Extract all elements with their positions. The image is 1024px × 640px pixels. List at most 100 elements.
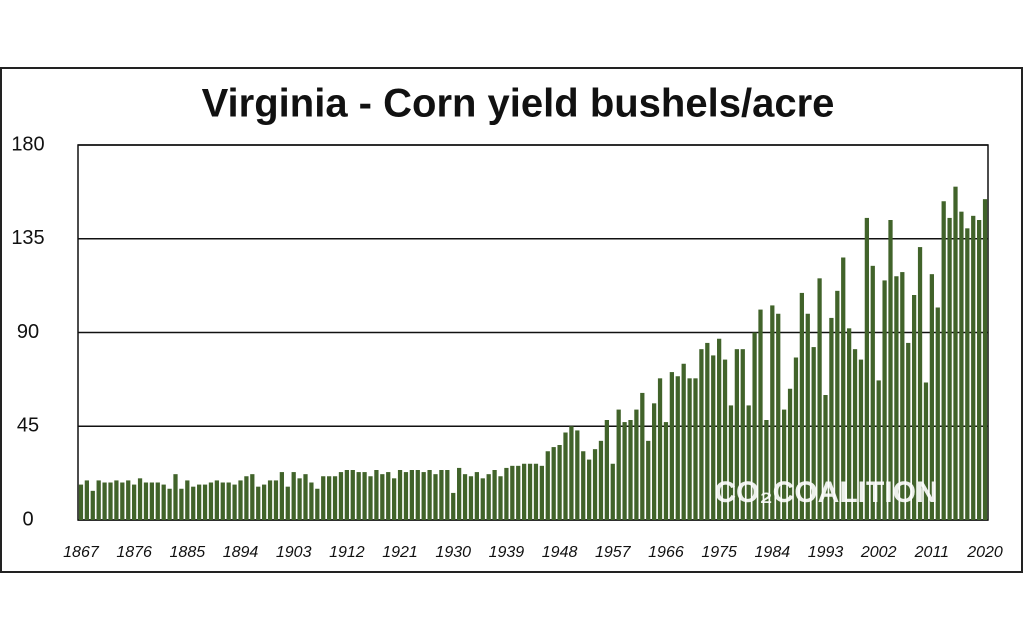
bar: [858, 359, 864, 520]
bar: [173, 474, 178, 520]
bar: [108, 482, 113, 520]
bar: [457, 467, 462, 520]
bar: [929, 274, 934, 520]
bar: [699, 349, 704, 520]
bar: [303, 474, 308, 520]
bar: [652, 403, 657, 520]
bar: [557, 445, 562, 520]
bar: [622, 422, 627, 520]
bar: [912, 295, 917, 520]
bar: [598, 440, 604, 520]
bar: [870, 265, 875, 520]
plot-frame: [77, 144, 989, 521]
bar: [386, 472, 391, 520]
bar: [805, 313, 810, 520]
bar: [657, 378, 663, 520]
x-tick-label: 1957: [595, 544, 632, 561]
bar: [977, 220, 982, 520]
bar: [522, 463, 527, 520]
bar: [403, 472, 409, 520]
bar: [90, 490, 95, 520]
bar: [102, 482, 107, 520]
bar: [480, 478, 485, 520]
bar: [238, 480, 243, 520]
bar: [285, 486, 290, 520]
bar: [291, 472, 296, 520]
bar: [616, 409, 621, 520]
bar: [161, 484, 166, 520]
x-tick-label: 2002: [860, 544, 897, 561]
bar: [137, 478, 143, 520]
watermark: CO₂COALITION: [714, 476, 937, 509]
x-tick-label: 1930: [435, 544, 471, 561]
bar: [510, 465, 515, 520]
bar: [462, 474, 468, 520]
bar: [888, 220, 893, 520]
x-tick-label: 1885: [170, 544, 206, 561]
bar: [279, 472, 284, 520]
x-tick-label: 1921: [382, 544, 418, 561]
bar: [197, 484, 202, 520]
x-tick-label: 2011: [914, 544, 949, 561]
bar: [297, 478, 302, 520]
bar: [982, 199, 988, 520]
x-tick-label: 1876: [116, 544, 152, 561]
bar: [315, 488, 320, 520]
bar: [681, 363, 686, 520]
bar: [693, 378, 698, 520]
bar: [344, 470, 349, 520]
bar: [722, 359, 728, 520]
bar: [551, 447, 556, 520]
bar: [362, 472, 367, 520]
bar: [782, 409, 787, 520]
bar: [711, 355, 716, 520]
bar: [132, 484, 137, 520]
bar: [474, 472, 479, 520]
bar: [380, 474, 385, 520]
bar: [882, 280, 887, 520]
bar: [332, 476, 338, 520]
bar: [527, 463, 533, 520]
bar: [752, 332, 757, 520]
bar: [663, 422, 669, 520]
bar: [817, 278, 822, 520]
bar: [504, 467, 509, 520]
bar: [350, 470, 355, 520]
bar: [717, 338, 722, 520]
bar: [758, 309, 763, 520]
x-tick-label: 1993: [808, 544, 844, 561]
bar: [917, 247, 923, 521]
bar: [451, 492, 456, 520]
bar: [900, 272, 905, 520]
bar: [409, 470, 414, 520]
bar: [433, 474, 438, 520]
x-tick-label: 1912: [329, 544, 365, 561]
bar: [185, 480, 190, 520]
bar: [256, 486, 261, 520]
y-tick-label: 0: [22, 508, 33, 530]
bar: [498, 476, 503, 520]
bar: [823, 395, 828, 520]
bar: [959, 211, 964, 520]
bar: [675, 376, 680, 520]
y-tick-label: 45: [17, 415, 39, 437]
bar: [581, 451, 586, 520]
bar: [250, 474, 255, 520]
bar: [78, 484, 84, 520]
bar: [634, 409, 639, 520]
bar: [640, 392, 645, 520]
frame: [0, 67, 1023, 573]
bar: [126, 480, 131, 520]
bar: [143, 482, 149, 520]
bar: [965, 228, 970, 521]
bar: [220, 482, 225, 520]
bar: [356, 472, 361, 520]
y-tick-label: 90: [17, 321, 39, 343]
bar: [421, 472, 426, 520]
bar: [787, 388, 793, 520]
bar: [971, 215, 976, 521]
bar: [793, 357, 799, 520]
bar: [120, 482, 125, 520]
bar: [191, 486, 196, 520]
bar: [835, 290, 840, 520]
